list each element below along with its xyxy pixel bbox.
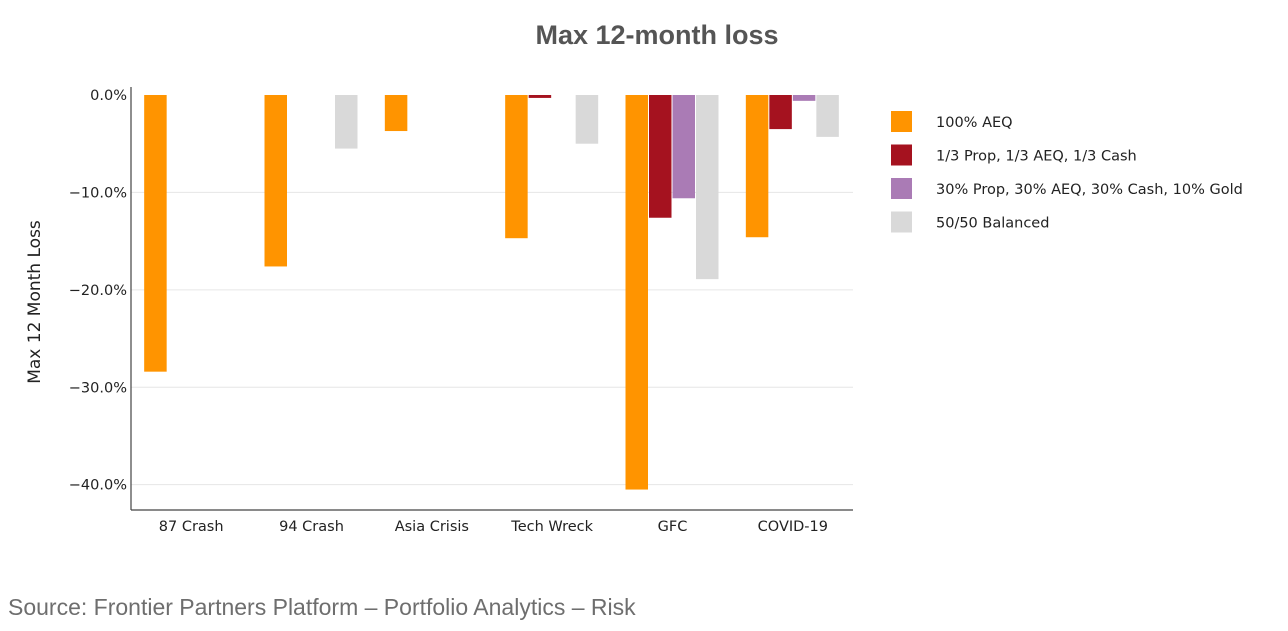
legend-label: 50/50 Balanced: [936, 216, 1049, 232]
x-tick-label: Asia Crisis: [395, 519, 469, 535]
bar: [696, 95, 719, 280]
bar: [625, 95, 648, 490]
legend-label: 30% Prop, 30% AEQ, 30% Cash, 10% Gold: [936, 182, 1243, 198]
bar: [144, 95, 167, 372]
x-tick-label: 94 Crash: [279, 519, 344, 535]
x-tick-labels: 87 Crash 94 Crash Asia Crisis Tech Wreck GFC…: [159, 519, 828, 535]
bar: [816, 95, 839, 137]
y-tick-label: −40.0%: [69, 478, 127, 494]
legend-swatch: [891, 178, 912, 199]
legend-swatch: [891, 111, 912, 132]
bar: [792, 95, 816, 101]
chart-title: Max 12-month loss: [535, 20, 778, 50]
legend: 100% AEQ 1/3 Prop, 1/3 AEQ, 1/3 Cash 30% P…: [891, 111, 1243, 233]
bar-chart: Max 12-month loss 0.0% −10.0% −20.0% −30.0%…: [25, 20, 1243, 535]
bar: [649, 95, 672, 218]
bars: [144, 95, 839, 490]
bar: [505, 95, 528, 239]
x-tick-label: Tech Wreck: [510, 519, 593, 535]
y-tick-labels: 0.0% −10.0% −20.0% −30.0% −40.0%: [69, 88, 127, 494]
gridlines: [131, 191, 853, 486]
source-note: Source: Frontier Partners Platform – Por…: [8, 594, 636, 620]
bar: [264, 95, 287, 267]
bar: [745, 95, 769, 238]
y-axis-label: Max 12 Month Loss: [25, 220, 45, 384]
legend-swatch: [891, 144, 912, 166]
y-tick-label: −10.0%: [69, 185, 127, 201]
y-tick-label: −20.0%: [69, 283, 127, 299]
x-tick-label: COVID-19: [758, 519, 828, 535]
axes: [130, 87, 853, 511]
x-tick-label: 87 Crash: [159, 519, 224, 535]
legend-swatch: [891, 211, 912, 233]
x-tick-label: GFC: [658, 519, 688, 535]
bar: [528, 95, 552, 98]
bar: [384, 95, 408, 132]
bar: [335, 95, 358, 149]
y-tick-label: 0.0%: [90, 88, 127, 104]
y-tick-label: −30.0%: [69, 380, 127, 396]
legend-label: 100% AEQ: [936, 115, 1013, 131]
bar: [769, 95, 792, 130]
bar: [672, 95, 695, 199]
legend-label: 1/3 Prop, 1/3 AEQ, 1/3 Cash: [936, 149, 1137, 165]
bar: [575, 95, 599, 144]
